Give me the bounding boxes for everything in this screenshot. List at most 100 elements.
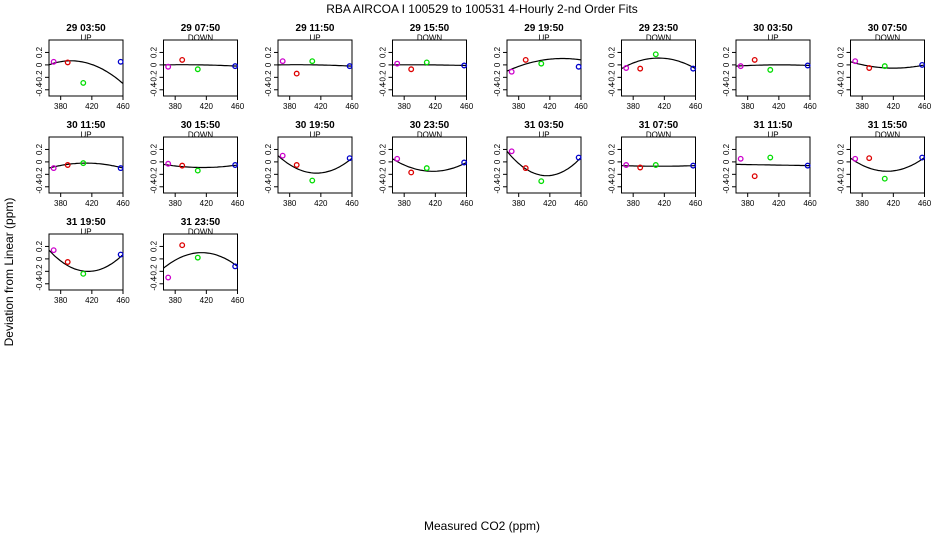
y-tick-label: 0.2 xyxy=(493,46,502,58)
panel-frame xyxy=(392,39,467,97)
x-tick-label: 420 xyxy=(200,199,214,208)
y-tick-label: -0.2 xyxy=(35,167,44,181)
data-point xyxy=(165,63,172,70)
y-tick-label: -0.2 xyxy=(722,70,731,84)
panel-frame xyxy=(735,39,811,97)
y-tick-label: 0.2 xyxy=(264,46,273,58)
data-point xyxy=(751,56,758,63)
panel-time: 29 11:50 xyxy=(296,23,335,34)
x-tick-label: 420 xyxy=(429,102,443,111)
data-point xyxy=(652,162,659,168)
y-tick-label: -0.2 xyxy=(608,70,617,84)
data-point xyxy=(652,51,659,58)
panel-frame xyxy=(850,136,925,194)
panel-mode: UP xyxy=(80,228,91,237)
y-tick-label: -0.4 xyxy=(379,82,388,96)
data-point xyxy=(117,251,124,258)
x-tick-label: 380 xyxy=(512,199,526,208)
fit-curve xyxy=(48,60,124,85)
y-tick-label: -0.2 xyxy=(379,70,388,84)
panel-time: 31 11:50 xyxy=(754,120,793,131)
panel-mode: UP xyxy=(80,131,91,140)
data-point xyxy=(623,65,630,71)
y-tick-label: -0.4 xyxy=(264,82,273,96)
fit-curve xyxy=(736,163,810,167)
data-point xyxy=(117,165,124,172)
y-tick-label: 0 xyxy=(493,159,502,164)
y-tick-label: 0 xyxy=(493,62,502,67)
panel-time: 30 11:50 xyxy=(67,120,106,131)
fit-curve xyxy=(506,57,582,72)
data-point xyxy=(309,177,316,184)
y-tick-label: -0.2 xyxy=(264,167,273,181)
data-point xyxy=(179,56,186,63)
data-point xyxy=(690,162,697,169)
chart-title: RBA AIRCOA I 100529 to 100531 4-Hourly 2… xyxy=(326,2,638,16)
y-tick-label: 0 xyxy=(379,159,388,164)
data-point xyxy=(394,155,401,162)
data-point xyxy=(919,154,926,161)
data-point xyxy=(866,65,873,71)
x-tick-label: 460 xyxy=(803,102,817,111)
x-tick-label: 380 xyxy=(169,102,183,111)
data-point xyxy=(232,263,239,270)
y-tick-label: 0.2 xyxy=(722,143,731,155)
y-tick-label: -0.4 xyxy=(837,82,846,96)
data-point xyxy=(575,154,582,161)
x-tick-label: 380 xyxy=(512,102,526,111)
y-tick-label: 0.2 xyxy=(608,46,617,58)
y-axis-label: Deviation from Linear (ppm) xyxy=(2,198,16,347)
x-tick-label: 420 xyxy=(314,102,328,111)
data-point xyxy=(232,63,239,70)
panel-mode: UP xyxy=(80,34,91,43)
y-tick-label: 0.2 xyxy=(837,46,846,58)
fit-curve xyxy=(48,249,124,272)
y-tick-label: -0.4 xyxy=(722,179,731,193)
panel-mode: UP xyxy=(767,131,778,140)
data-point xyxy=(423,59,430,66)
data-point xyxy=(50,165,57,172)
x-tick-label: 420 xyxy=(887,102,901,111)
panel-time: 29 19:50 xyxy=(524,23,564,34)
data-point xyxy=(165,160,172,167)
x-tick-label: 380 xyxy=(283,199,297,208)
y-tick-label: -0.4 xyxy=(722,82,731,96)
y-tick-label: 0.2 xyxy=(150,143,159,155)
x-tick-label: 380 xyxy=(169,296,183,305)
x-tick-label: 460 xyxy=(574,199,588,208)
x-axis-label: Measured CO2 (ppm) xyxy=(424,519,540,533)
data-point xyxy=(293,162,300,168)
y-tick-label: -0.4 xyxy=(493,82,502,96)
y-tick-label: 0.2 xyxy=(35,46,44,58)
panel-frame xyxy=(48,233,124,291)
data-point xyxy=(309,58,316,65)
x-tick-label: 460 xyxy=(689,199,703,208)
panel-time: 31 03:50 xyxy=(524,120,564,131)
data-point xyxy=(575,63,582,70)
y-tick-label: -0.2 xyxy=(493,70,502,84)
panel-time: 30 03:50 xyxy=(753,23,793,34)
panel-time: 29 03:50 xyxy=(66,23,106,34)
x-tick-label: 420 xyxy=(772,102,786,111)
data-point xyxy=(165,274,172,281)
y-tick-label: -0.4 xyxy=(493,179,502,193)
x-tick-label: 420 xyxy=(200,102,214,111)
panel-time: 30 15:50 xyxy=(181,120,221,131)
data-point xyxy=(508,68,515,75)
data-point xyxy=(538,178,545,185)
y-tick-label: -0.2 xyxy=(837,167,846,181)
fit-curve xyxy=(735,64,811,67)
data-point xyxy=(881,175,888,182)
data-point xyxy=(64,259,71,265)
panel-frame xyxy=(621,39,696,97)
data-point xyxy=(804,162,811,169)
data-point xyxy=(522,165,529,172)
y-tick-label: -0.2 xyxy=(150,70,159,84)
